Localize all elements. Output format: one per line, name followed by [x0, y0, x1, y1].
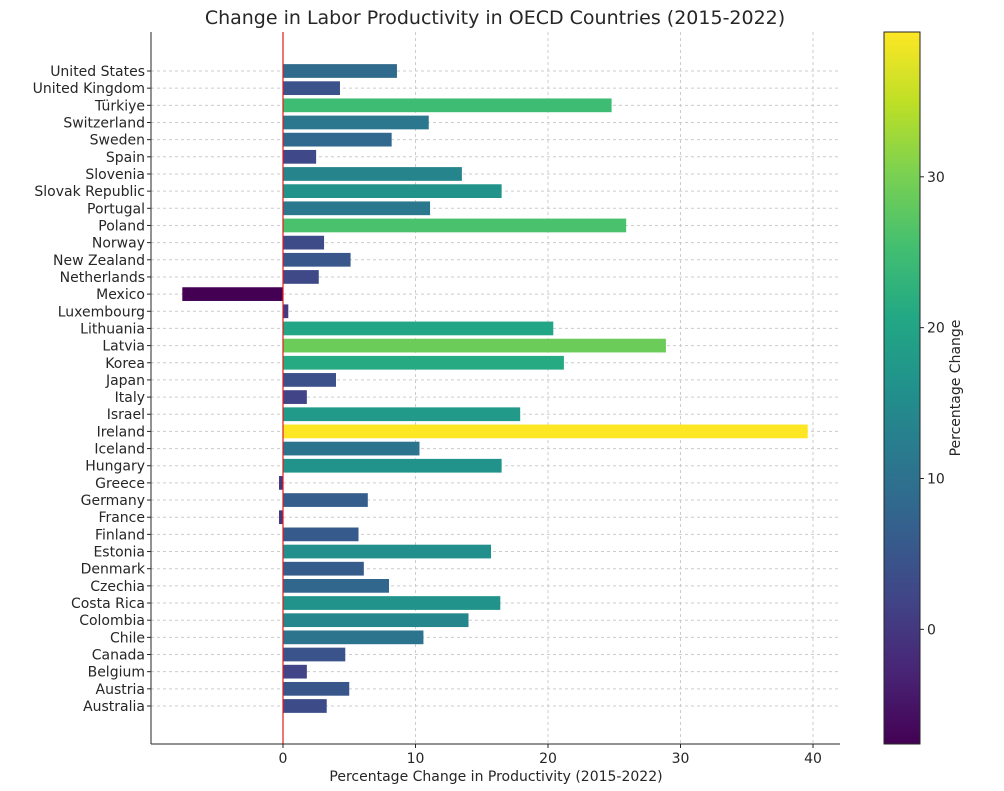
y-tick-label: Slovak Republic: [34, 184, 145, 200]
bar: [283, 441, 420, 456]
y-tick-label: Norway: [92, 236, 145, 252]
bar: [283, 81, 340, 96]
bar: [283, 115, 429, 130]
bar: [283, 390, 307, 404]
colorbar-tick-label: 0: [927, 622, 936, 638]
bar: [283, 664, 307, 679]
bar: [283, 64, 397, 78]
bar: [283, 424, 808, 439]
bar: [283, 544, 492, 559]
bar: [283, 252, 351, 267]
y-tick-label: Chile: [110, 630, 145, 646]
colorbar-tick-label: 30: [927, 170, 945, 186]
y-tick-label: Italy: [115, 390, 145, 406]
y-tick-label: Colombia: [79, 613, 145, 629]
y-tick-label: Denmark: [81, 562, 146, 578]
bar: [283, 458, 502, 473]
x-tick-labels: 0 10 20 30 40: [279, 744, 822, 767]
bar: [283, 681, 350, 696]
y-tick-label: Estonia: [93, 545, 145, 561]
x-axis-label: Percentage Change in Productivity (2015-…: [329, 769, 662, 785]
y-tick-label: Ireland: [97, 424, 145, 440]
y-tick-label: Slovenia: [85, 167, 145, 183]
colorbar: 0 10 20 30 Percentage Change: [883, 31, 964, 745]
colorbar-label: Percentage Change: [948, 320, 964, 457]
y-tick-label: Israel: [107, 407, 145, 423]
y-tick-label: Czechia: [90, 579, 145, 595]
y-tick-label: United Kingdom: [33, 81, 145, 97]
bar: [283, 527, 359, 542]
y-tick-label: Austria: [96, 682, 145, 698]
bar: [283, 579, 389, 593]
y-tick-label: Korea: [105, 356, 145, 372]
bar: [283, 596, 501, 610]
y-tick-label: Poland: [98, 218, 145, 234]
y-tick-label: Germany: [81, 493, 145, 509]
y-tick-label: United States: [50, 64, 145, 80]
bar: [283, 493, 368, 507]
y-tick-label: Netherlands: [60, 270, 145, 286]
y-tick-label: Switzerland: [63, 115, 145, 131]
y-tick-label: Türkiye: [94, 98, 145, 114]
y-tick-label: Lithuania: [80, 321, 145, 337]
bar: [283, 407, 521, 422]
y-tick-label: Mexico: [96, 287, 145, 303]
colorbar-tick-label: 20: [927, 321, 945, 337]
y-tick-label: Portugal: [87, 201, 145, 217]
x-tick-label: 0: [279, 751, 288, 767]
bar: [279, 476, 283, 490]
bar: [283, 167, 462, 181]
bar: [283, 613, 469, 628]
colorbar-ticks: 0 10 20 30: [920, 170, 945, 638]
y-tick-label: Luxembourg: [58, 304, 145, 320]
x-tick-label: 20: [539, 751, 557, 767]
y-tick-label: Spain: [106, 150, 145, 166]
bar: [283, 235, 325, 250]
bar: [283, 321, 554, 336]
y-tick-label: Costa Rica: [71, 596, 145, 612]
bar: [279, 510, 283, 525]
y-tick-label: Canada: [92, 648, 145, 664]
bar: [283, 647, 346, 662]
y-tick-label: Belgium: [88, 665, 145, 681]
y-tick-label: Sweden: [90, 133, 145, 149]
bar: [283, 561, 364, 576]
y-tick-label: Latvia: [102, 339, 145, 355]
y-tick-label: Finland: [95, 527, 145, 543]
y-tick-label: Japan: [105, 373, 145, 389]
chart-title: Change in Labor Productivity in OECD Cou…: [205, 7, 785, 29]
bar: [283, 355, 564, 370]
y-tick-label: Australia: [83, 699, 145, 715]
bar: [283, 699, 327, 713]
colorbar-gradient: [883, 31, 921, 745]
bar: [283, 201, 431, 216]
x-tick-label: 10: [407, 751, 425, 767]
bars: [182, 64, 808, 713]
bar: [283, 132, 392, 147]
colorbar-tick-label: 10: [927, 472, 945, 488]
grid: [151, 32, 840, 744]
bar: [283, 149, 317, 164]
bar: [283, 270, 319, 284]
y-tick-label: Iceland: [94, 442, 145, 458]
x-tick-label: 40: [804, 751, 822, 767]
bar: [283, 630, 424, 645]
bar: [283, 373, 336, 387]
bar: [283, 304, 289, 319]
bar: [283, 184, 502, 198]
y-tick-label: France: [98, 510, 145, 526]
bar: [283, 338, 666, 353]
bar: [182, 287, 283, 301]
y-tick-label: Hungary: [85, 459, 145, 475]
y-tick-label: Greece: [95, 476, 145, 492]
bar: [283, 218, 627, 233]
y-tick-label: New Zealand: [53, 253, 145, 269]
bar: [283, 98, 612, 113]
x-tick-label: 30: [672, 751, 690, 767]
